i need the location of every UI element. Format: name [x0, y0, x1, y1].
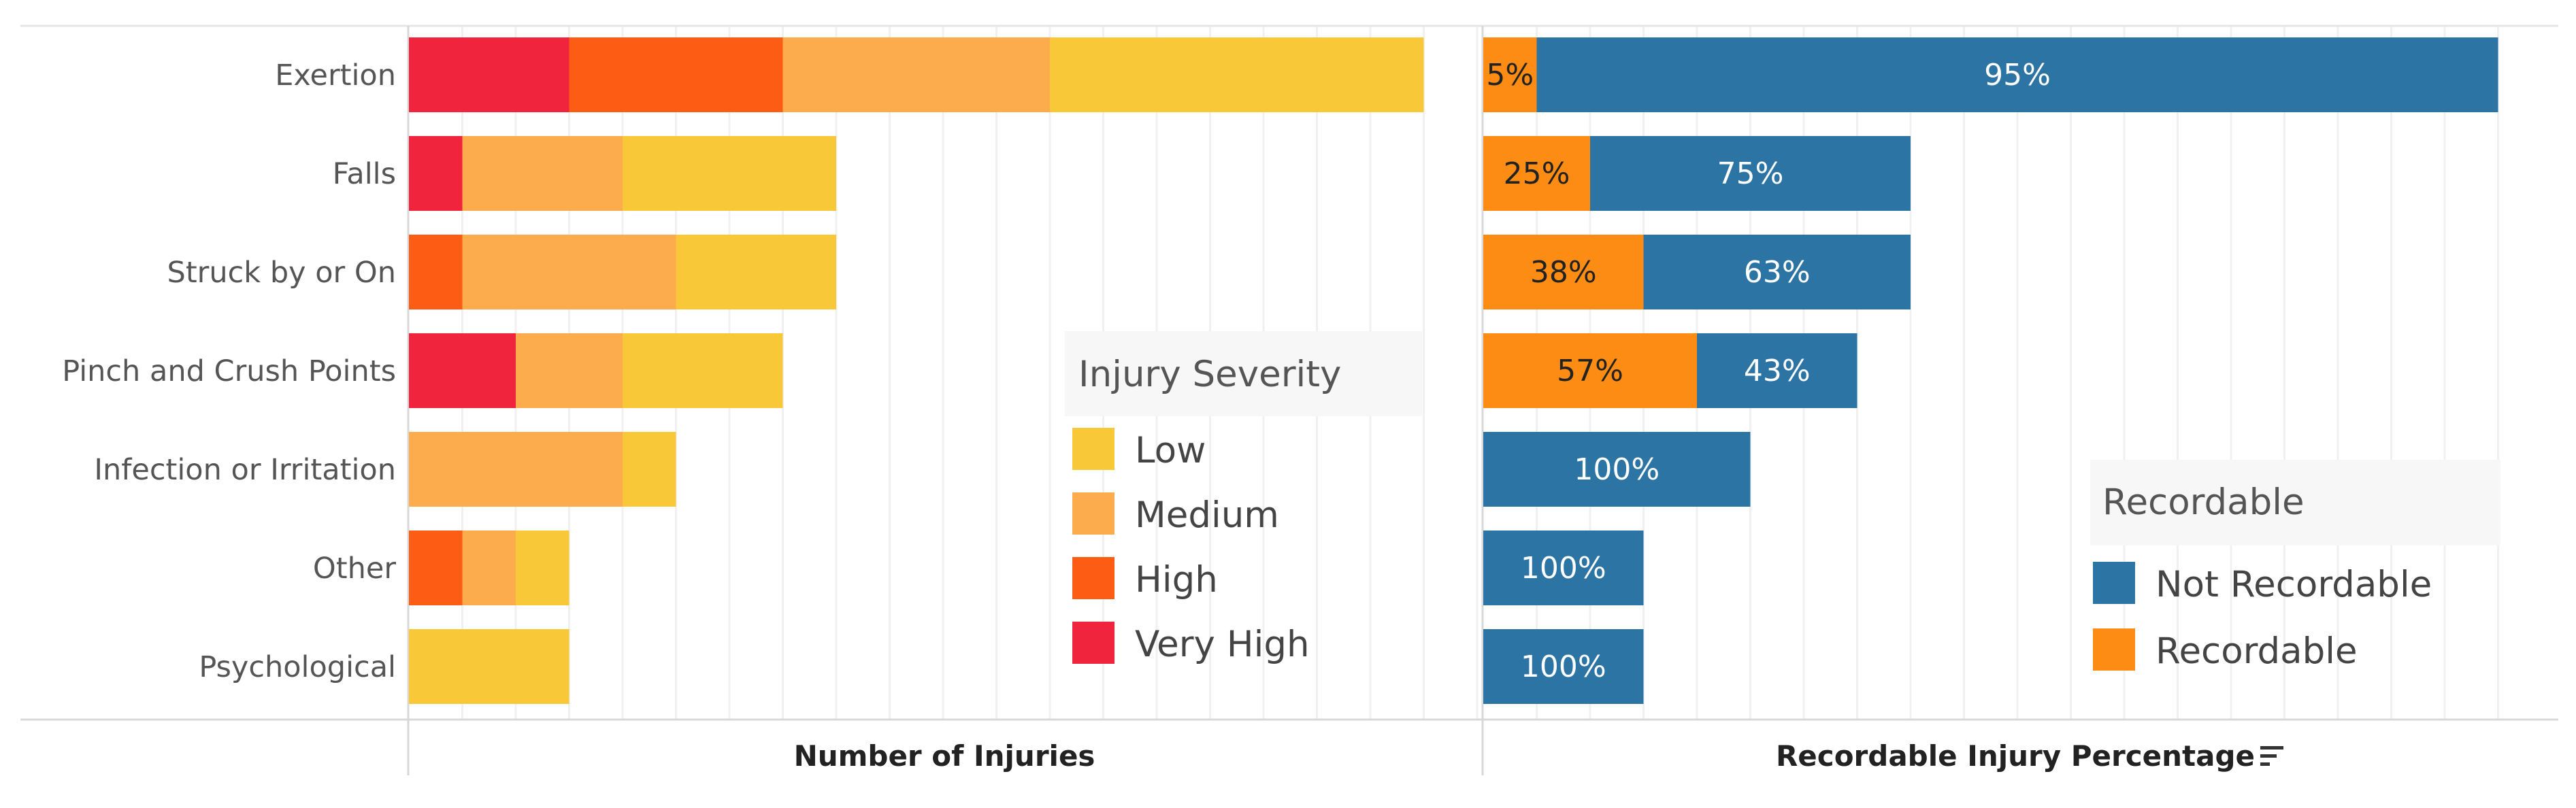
severity-legend-title: Injury Severity [1078, 354, 1341, 395]
severity-legend-swatch-high[interactable] [1072, 557, 1114, 599]
recordable-legend: Recordable Not Recordable Recordable [2090, 460, 2500, 672]
severity-bar-other-medium[interactable] [462, 531, 516, 605]
severity-bar-falls-medium[interactable] [462, 136, 623, 211]
severity-bar-other-low[interactable] [516, 531, 569, 605]
severity-legend-label-low[interactable]: Low [1135, 430, 1206, 471]
recordable-data-label: 5% [1486, 58, 1534, 92]
recordable-data-label: 100% [1521, 650, 1606, 684]
severity-legend-label-very-high[interactable]: Very High [1135, 624, 1310, 665]
recordable-data-label: 25% [1504, 156, 1570, 191]
severity-legend-title-bg [1065, 331, 1422, 416]
severity-bar-pinch-and-crush-points-low[interactable] [623, 333, 783, 408]
severity-bar-struck-by-or-on-medium[interactable] [462, 235, 676, 309]
severity-bar-exertion-very-high[interactable] [409, 37, 569, 112]
recordable-bar-pinch-and-crush-points-not-recordable[interactable] [1697, 333, 1857, 408]
category-labels: Exertion Falls Struck by or On Pinch and Cr… [62, 58, 396, 684]
recordable-data-label: 63% [1744, 255, 1811, 290]
severity-bar-pinch-and-crush-points-very-high[interactable] [409, 333, 516, 408]
recordable-bar-psychological-not-recordable[interactable] [1483, 629, 1644, 704]
recordable-data-label: 75% [1717, 156, 1784, 191]
category-label-falls: Falls [333, 157, 396, 191]
recordable-data-label: 57% [1557, 354, 1623, 388]
recordable-bar-struck-by-or-on-recordable[interactable] [1483, 235, 1644, 309]
recordable-data-label: 95% [1984, 58, 2051, 92]
category-label-pinch-and-crush-points: Pinch and Crush Points [62, 354, 396, 388]
severity-bar-exertion-medium[interactable] [782, 37, 1051, 112]
recordable-bar-other-not-recordable[interactable] [1483, 531, 1644, 605]
category-label-infection-or-irritation: Infection or Irritation [94, 453, 396, 487]
severity-bar-infection-or-irritation-low[interactable] [623, 432, 676, 507]
sort-icon[interactable] [2260, 746, 2283, 766]
severity-legend-label-medium[interactable]: Medium [1135, 494, 1279, 536]
severity-bar-other-high[interactable] [409, 531, 463, 605]
recordable-bar-pinch-and-crush-points-recordable[interactable] [1483, 333, 1697, 408]
recordable-legend-label-not-recordable[interactable]: Not Recordable [2156, 564, 2432, 605]
recordable-legend-swatch-not-recordable[interactable] [2093, 562, 2135, 604]
recordable-bars: 5% 95% 25% 75% 38% 63% 57% 43% 100% 100% 100% [1483, 37, 2498, 704]
recordable-data-label: 43% [1744, 354, 1811, 388]
recordable-legend-label-recordable[interactable]: Recordable [2156, 630, 2358, 672]
x-axis-title-left: Number of Injuries [794, 739, 1095, 773]
severity-legend-swatch-medium[interactable] [1072, 492, 1114, 535]
severity-bar-struck-by-or-on-high[interactable] [409, 235, 463, 309]
severity-legend: Injury Severity Low Medium High Very High [1065, 331, 1422, 665]
category-label-struck-by-or-on: Struck by or On [167, 256, 396, 290]
recordable-legend-title-bg [2090, 460, 2500, 545]
recordable-bar-exertion-recordable[interactable] [1483, 37, 1537, 112]
recordable-bar-falls-not-recordable[interactable] [1590, 136, 1911, 211]
recordable-bar-falls-recordable[interactable] [1483, 136, 1590, 211]
recordable-bar-exertion-not-recordable[interactable] [1536, 37, 2498, 112]
severity-bar-falls-low[interactable] [623, 136, 836, 211]
recordable-data-label: 100% [1521, 551, 1606, 586]
recordable-bar-struck-by-or-on-not-recordable[interactable] [1643, 235, 1911, 309]
severity-bar-pinch-and-crush-points-medium[interactable] [516, 333, 623, 408]
severity-bar-struck-by-or-on-low[interactable] [676, 235, 837, 309]
severity-legend-swatch-very-high[interactable] [1072, 622, 1114, 664]
recordable-data-label: 100% [1574, 452, 1659, 487]
category-label-psychological: Psychological [199, 650, 396, 684]
recordable-bar-infection-or-irritation-not-recordable[interactable] [1483, 432, 1751, 507]
recordable-data-label: 38% [1530, 255, 1597, 290]
severity-bars [409, 37, 1424, 704]
severity-legend-label-high[interactable]: High [1135, 559, 1218, 601]
x-axis-title-right: Recordable Injury Percentage [1776, 739, 2255, 773]
severity-bar-falls-very-high[interactable] [409, 136, 463, 211]
severity-bar-exertion-low[interactable] [1050, 37, 1424, 112]
severity-legend-swatch-low[interactable] [1072, 428, 1114, 470]
severity-bar-infection-or-irritation-medium[interactable] [409, 432, 623, 507]
severity-bar-exertion-high[interactable] [569, 37, 783, 112]
category-label-other: Other [313, 552, 396, 586]
category-label-exertion: Exertion [275, 58, 396, 92]
recordable-legend-swatch-recordable[interactable] [2093, 628, 2135, 671]
severity-bar-psychological-low[interactable] [409, 629, 569, 704]
recordable-legend-title: Recordable [2102, 482, 2305, 523]
